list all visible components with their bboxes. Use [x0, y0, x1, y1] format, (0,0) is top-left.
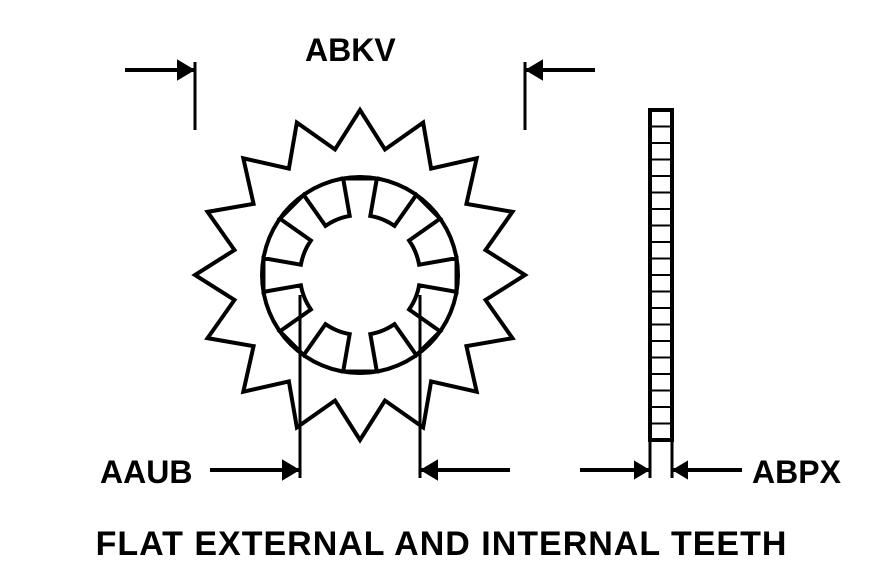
label-abkv: ABKV	[305, 32, 396, 69]
diagram-canvas: ABKV AAUB ABPX FLAT EXTERNAL AND INTERNA…	[0, 0, 883, 582]
label-abpx: ABPX	[752, 454, 841, 491]
diagram-svg	[0, 0, 883, 582]
label-aaub: AAUB	[100, 454, 200, 491]
diagram-title: FLAT EXTERNAL AND INTERNAL TEETH	[0, 525, 883, 564]
